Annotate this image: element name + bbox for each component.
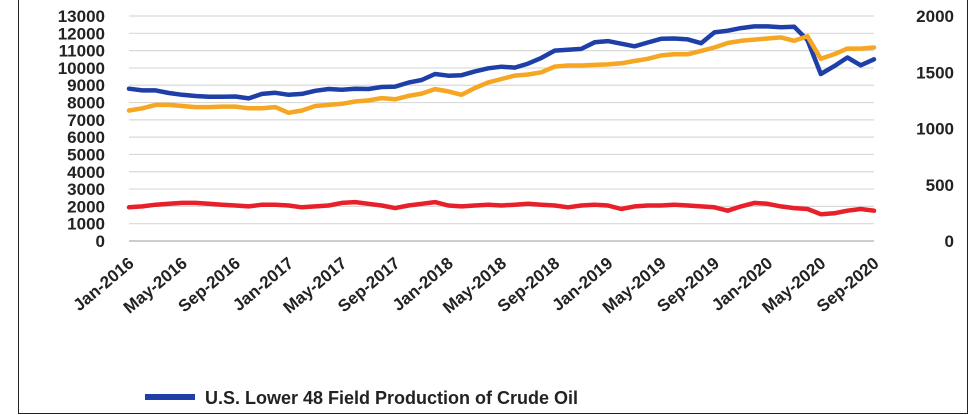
right-y-tick-label: 500 bbox=[926, 176, 954, 195]
chart-frame: 0 1000 2000 3000 4000 5000 6000 7000 8000 9000 100… bbox=[18, 0, 968, 414]
left-y-tick-label: 3000 bbox=[67, 180, 105, 199]
right-y-tick-label: 2000 bbox=[916, 7, 954, 26]
left-y-tick-label: 0 bbox=[96, 232, 105, 251]
right-y-axis-ticks: 0 500 1000 1500 2000 bbox=[916, 7, 954, 251]
left-y-tick-label: 5000 bbox=[67, 145, 105, 164]
right-y-tick-label: 1000 bbox=[916, 120, 954, 139]
left-y-tick-label: 13000 bbox=[58, 7, 105, 26]
left-y-tick-label: 2000 bbox=[67, 197, 105, 216]
series-line-1 bbox=[126, 24, 877, 101]
right-y-tick-label: 0 bbox=[945, 232, 954, 251]
left-y-tick-label: 1000 bbox=[67, 215, 105, 234]
left-y-axis-ticks: 0100020003000400050006000700080009000100… bbox=[58, 7, 105, 251]
left-y-tick-label: 10000 bbox=[58, 59, 105, 78]
left-y-tick-label: 12000 bbox=[58, 24, 105, 43]
left-y-tick-label: 8000 bbox=[67, 94, 105, 113]
gridlines bbox=[129, 15, 874, 242]
series-line-3 bbox=[126, 199, 877, 217]
left-y-tick-label: 7000 bbox=[67, 111, 105, 130]
left-y-tick-label: 9000 bbox=[67, 76, 105, 95]
x-axis-ticks: Jan-2016May-2016Sep-2016Jan-2017May-2017… bbox=[70, 254, 883, 318]
series-lines bbox=[126, 24, 877, 217]
series-line-2 bbox=[126, 34, 877, 116]
left-y-tick-label: 4000 bbox=[67, 163, 105, 182]
legend: U.S. Lower 48 Field Production of Crude … bbox=[145, 388, 578, 408]
legend-label: U.S. Lower 48 Field Production of Crude … bbox=[205, 388, 578, 408]
left-y-tick-label: 11000 bbox=[59, 42, 105, 61]
line-chart: 0100020003000400050006000700080009000100… bbox=[58, 7, 954, 408]
left-y-tick-label: 6000 bbox=[67, 128, 105, 147]
right-y-tick-label: 1500 bbox=[916, 63, 954, 82]
